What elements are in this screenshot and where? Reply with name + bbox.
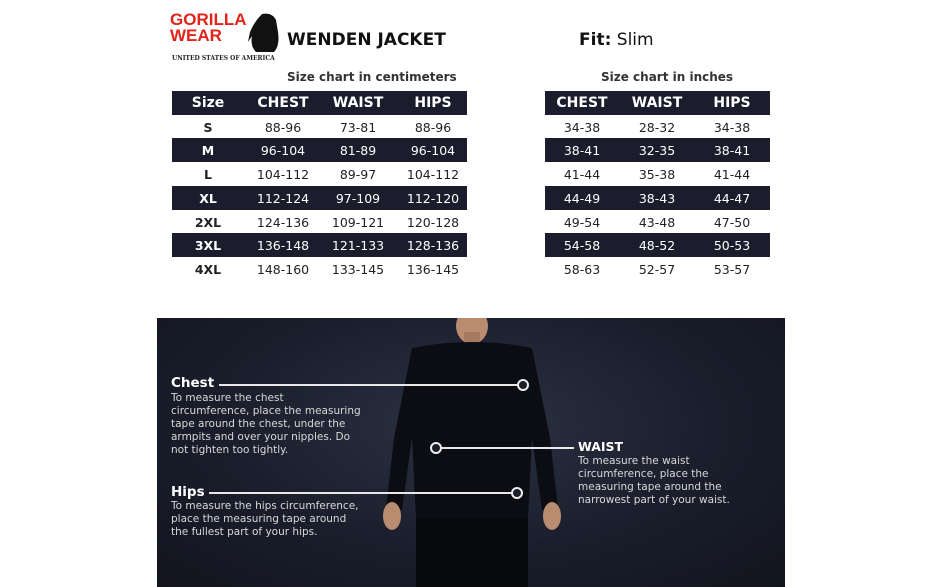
- inch-cell: 38-41: [713, 143, 751, 159]
- inch-cell: 54-58: [563, 238, 601, 254]
- inch-column-header: WAIST: [631, 95, 683, 111]
- cm-cell: 89-97: [339, 167, 377, 183]
- inch-cell: 53-57: [713, 261, 751, 277]
- waist-marker: [430, 442, 442, 454]
- size-label: L: [204, 167, 212, 183]
- gorilla-icon: [248, 13, 279, 52]
- inch-cell: 34-38: [563, 119, 601, 135]
- fit-value: Slim: [616, 30, 654, 50]
- size-label: 3XL: [194, 238, 222, 254]
- cm-cell: 88-96: [414, 119, 452, 135]
- cm-cell: 128-136: [406, 238, 460, 254]
- inch-cell: 44-47: [713, 190, 751, 206]
- inch-cell: 48-52: [638, 238, 676, 254]
- inch-cell: 41-44: [713, 167, 751, 183]
- size-label: S: [203, 119, 213, 135]
- measurement-guide: Chest To measure the chest circumference…: [157, 318, 785, 587]
- inch-cell: 43-48: [638, 214, 676, 230]
- chest-marker: [517, 379, 529, 391]
- cm-cell: 120-128: [406, 214, 460, 230]
- cm-column-header: HIPS: [414, 95, 452, 111]
- size-label: M: [201, 143, 215, 159]
- cm-cell: 88-96: [264, 119, 302, 135]
- inch-chart-caption: Size chart in inches: [601, 70, 734, 84]
- product-title: WENDEN JACKET: [287, 30, 446, 50]
- inch-cell: 41-44: [563, 167, 601, 183]
- inch-cell: 52-57: [638, 261, 676, 277]
- inch-row-band: [545, 138, 770, 163]
- logo-text-line1: GORILLA: [170, 10, 247, 29]
- cm-cell: 133-145: [331, 261, 385, 277]
- brand-logo: GORILLA WEAR: [170, 10, 280, 64]
- cm-cell: 73-81: [339, 119, 377, 135]
- inch-cell: 58-63: [563, 261, 601, 277]
- inch-row-band: [545, 185, 770, 210]
- hips-description: To measure the hips circumference, place…: [171, 500, 359, 538]
- waist-label: WAIST: [578, 439, 624, 454]
- cm-cell: 112-120: [406, 190, 460, 206]
- waist-description: To measure the waist circumference, plac…: [578, 455, 730, 506]
- cm-column-header: WAIST: [332, 95, 384, 111]
- size-label: 2XL: [194, 214, 222, 230]
- model-figure: [383, 318, 561, 587]
- chest-line: [219, 384, 519, 386]
- inch-column-header: HIPS: [713, 95, 751, 111]
- size-label: XL: [199, 190, 217, 206]
- hips-line: [209, 492, 511, 494]
- cm-cell: 148-160: [256, 261, 310, 277]
- cm-cell: 136-148: [256, 238, 310, 254]
- inch-cell: 38-41: [563, 143, 601, 159]
- cm-column-header: CHEST: [257, 95, 309, 111]
- inch-cell: 34-38: [713, 119, 751, 135]
- cm-column-header: Size: [191, 95, 225, 111]
- logo-subtitle: UNITED STATES OF AMERICA: [172, 55, 275, 62]
- waist-line: [442, 447, 574, 449]
- cm-cell: 121-133: [331, 238, 385, 254]
- inch-cell: 35-38: [638, 167, 676, 183]
- cm-row-band: [172, 138, 467, 163]
- cm-cell: 96-104: [260, 143, 306, 159]
- cm-cell: 112-124: [256, 190, 310, 206]
- inch-cell: 38-43: [638, 190, 676, 206]
- inch-cell: 32-35: [638, 143, 676, 159]
- cm-row-band: [172, 233, 467, 258]
- inch-header-band: [545, 91, 770, 115]
- hips-marker: [511, 487, 523, 499]
- cm-cell: 109-121: [331, 214, 385, 230]
- cm-cell: 104-112: [406, 167, 460, 183]
- hips-label: Hips: [171, 484, 205, 500]
- inch-cell: 49-54: [563, 214, 601, 230]
- cm-cell: 96-104: [410, 143, 456, 159]
- cm-cell: 124-136: [256, 214, 310, 230]
- cm-cell: 136-145: [406, 261, 460, 277]
- logo-text-line2: WEAR: [170, 26, 222, 45]
- inch-cell: 44-49: [563, 190, 601, 206]
- size-label: 4XL: [194, 261, 222, 277]
- inch-column-header: CHEST: [556, 95, 608, 111]
- chest-label: Chest: [171, 375, 215, 391]
- cm-row-band: [172, 185, 467, 210]
- inch-cell: 47-50: [713, 214, 751, 230]
- fit-info: Fit: Slim: [579, 30, 654, 50]
- inch-cell: 28-32: [638, 119, 676, 135]
- inch-row-band: [545, 233, 770, 258]
- cm-chart-caption: Size chart in centimeters: [287, 70, 457, 84]
- cm-cell: 97-109: [335, 190, 381, 206]
- cm-cell: 104-112: [256, 167, 310, 183]
- chest-description: To measure the chest circumference, plac…: [171, 392, 361, 456]
- inch-cell: 50-53: [713, 238, 751, 254]
- fit-label: Fit:: [579, 30, 612, 50]
- cm-header-band: [172, 91, 467, 115]
- cm-cell: 81-89: [339, 143, 377, 159]
